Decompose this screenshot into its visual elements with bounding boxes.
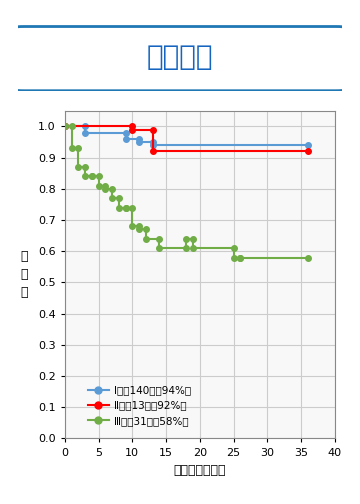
Legend: Ⅰ期（140例：94%）, Ⅱ期（13例：92%）, Ⅲ期（31例：58%）: Ⅰ期（140例：94%）, Ⅱ期（13例：92%）, Ⅲ期（31例：58%） <box>84 381 195 430</box>
FancyBboxPatch shape <box>8 27 352 91</box>
X-axis label: 観察期間（月）: 観察期間（月） <box>174 465 226 477</box>
Y-axis label: 再
発
率: 再 発 率 <box>21 250 28 299</box>
Text: 無再発率: 無再発率 <box>147 43 213 71</box>
